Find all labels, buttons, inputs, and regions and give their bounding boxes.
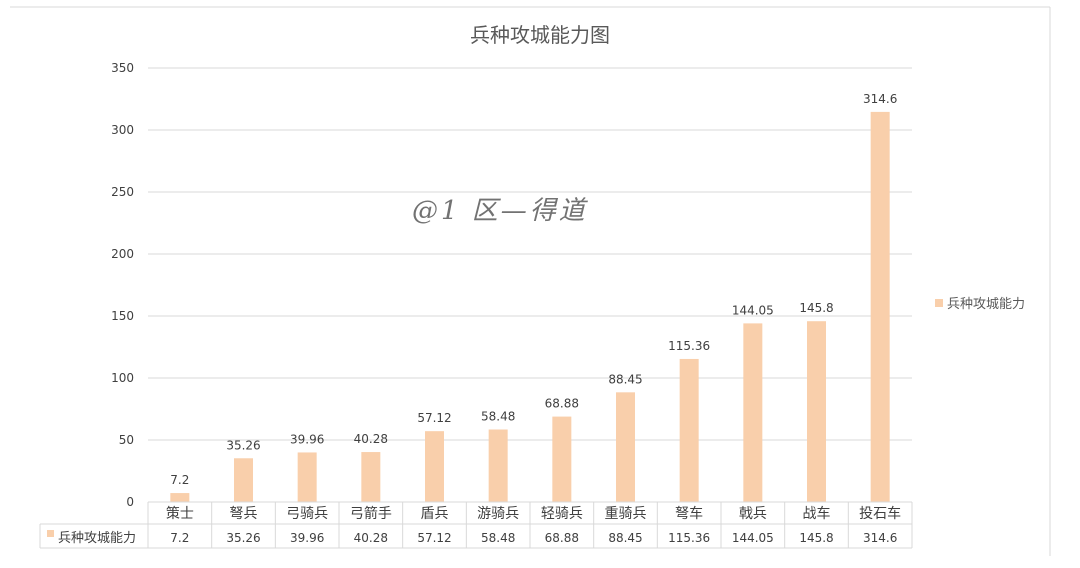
- data-label: 144.05: [732, 303, 774, 317]
- y-axis: 0 50 100 150 200 250 300 350: [111, 61, 134, 509]
- bar-series: [170, 111, 890, 502]
- data-label: 115.36: [668, 339, 710, 353]
- table-value: 145.8: [799, 531, 833, 545]
- bar: [743, 323, 763, 502]
- data-table: 兵种攻城能力 策士 7.2 弩兵 35.26 弓骑兵 39.96 弓箭手 40.28 盾兵 57.…: [39, 501, 913, 549]
- x-tick-label: 游骑兵: [477, 506, 519, 522]
- table-value: 40.28: [354, 531, 388, 545]
- bar: [679, 358, 699, 502]
- x-tick-label: 策士: [166, 505, 194, 522]
- legend-swatch: [935, 299, 943, 307]
- data-label: 88.45: [608, 372, 642, 386]
- table-value: 144.05: [732, 531, 774, 545]
- y-tick-label: 200: [111, 247, 134, 261]
- table-value: 88.45: [608, 531, 642, 545]
- x-tick-label: 投石车: [859, 505, 901, 522]
- x-tick-label: 弓骑兵: [286, 506, 328, 522]
- bar: [297, 452, 317, 502]
- y-tick-label: 0: [126, 495, 134, 509]
- legend: 兵种攻城能力: [935, 297, 1025, 312]
- y-tick-label: 250: [111, 185, 134, 199]
- y-tick-label: 350: [111, 61, 134, 75]
- table-value: 68.88: [545, 531, 579, 545]
- x-tick-label: 戟兵: [739, 506, 767, 522]
- bar: [807, 321, 826, 502]
- table-value: 35.26: [226, 531, 260, 545]
- watermark: @1 区—得道: [412, 196, 588, 226]
- x-tick-label: 弓箭手: [350, 505, 392, 522]
- table-legend-swatch: [47, 530, 54, 537]
- table-value: 39.96: [290, 531, 324, 545]
- y-tick-label: 100: [111, 371, 134, 385]
- table-value: 115.36: [668, 531, 710, 545]
- y-tick-label: 300: [111, 123, 134, 137]
- x-tick-label: 弩车: [675, 505, 703, 522]
- bar: [616, 392, 635, 502]
- bar: [361, 452, 381, 502]
- bar: [425, 431, 444, 502]
- data-label: 57.12: [417, 411, 451, 425]
- data-label: 35.26: [226, 438, 260, 452]
- table-value: 57.12: [417, 531, 451, 545]
- table-value: 58.48: [481, 531, 515, 545]
- data-label: 40.28: [354, 432, 388, 446]
- table-value: 314.6: [863, 531, 897, 545]
- x-tick-label: 重骑兵: [605, 506, 647, 522]
- data-label: 39.96: [290, 432, 324, 446]
- gridlines: [10, 6, 1051, 556]
- bar: [552, 416, 572, 502]
- y-tick-label: 50: [119, 433, 134, 447]
- bar: [234, 458, 253, 502]
- bar: [870, 111, 890, 502]
- data-label: 314.6: [863, 92, 897, 106]
- data-labels: 7.2 35.26 39.96 40.28 57.12 58.48 68.88 88.45 11…: [170, 92, 897, 487]
- bar: [170, 493, 190, 502]
- data-label: 7.2: [170, 473, 189, 487]
- table-value: 7.2: [170, 531, 189, 545]
- x-tick-label: 盾兵: [421, 506, 449, 522]
- data-label: 58.48: [481, 409, 515, 423]
- table-series-name: 兵种攻城能力: [58, 531, 136, 546]
- x-tick-label: 轻骑兵: [541, 506, 583, 522]
- x-tick-label: 弩兵: [230, 505, 258, 522]
- legend-label: 兵种攻城能力: [947, 297, 1025, 312]
- data-label: 68.88: [545, 397, 579, 411]
- chart-title: 兵种攻城能力图: [470, 23, 610, 47]
- x-tick-label: 战车: [803, 505, 831, 522]
- data-label: 145.8: [799, 301, 833, 315]
- bar: [488, 429, 508, 502]
- y-tick-label: 150: [111, 309, 134, 323]
